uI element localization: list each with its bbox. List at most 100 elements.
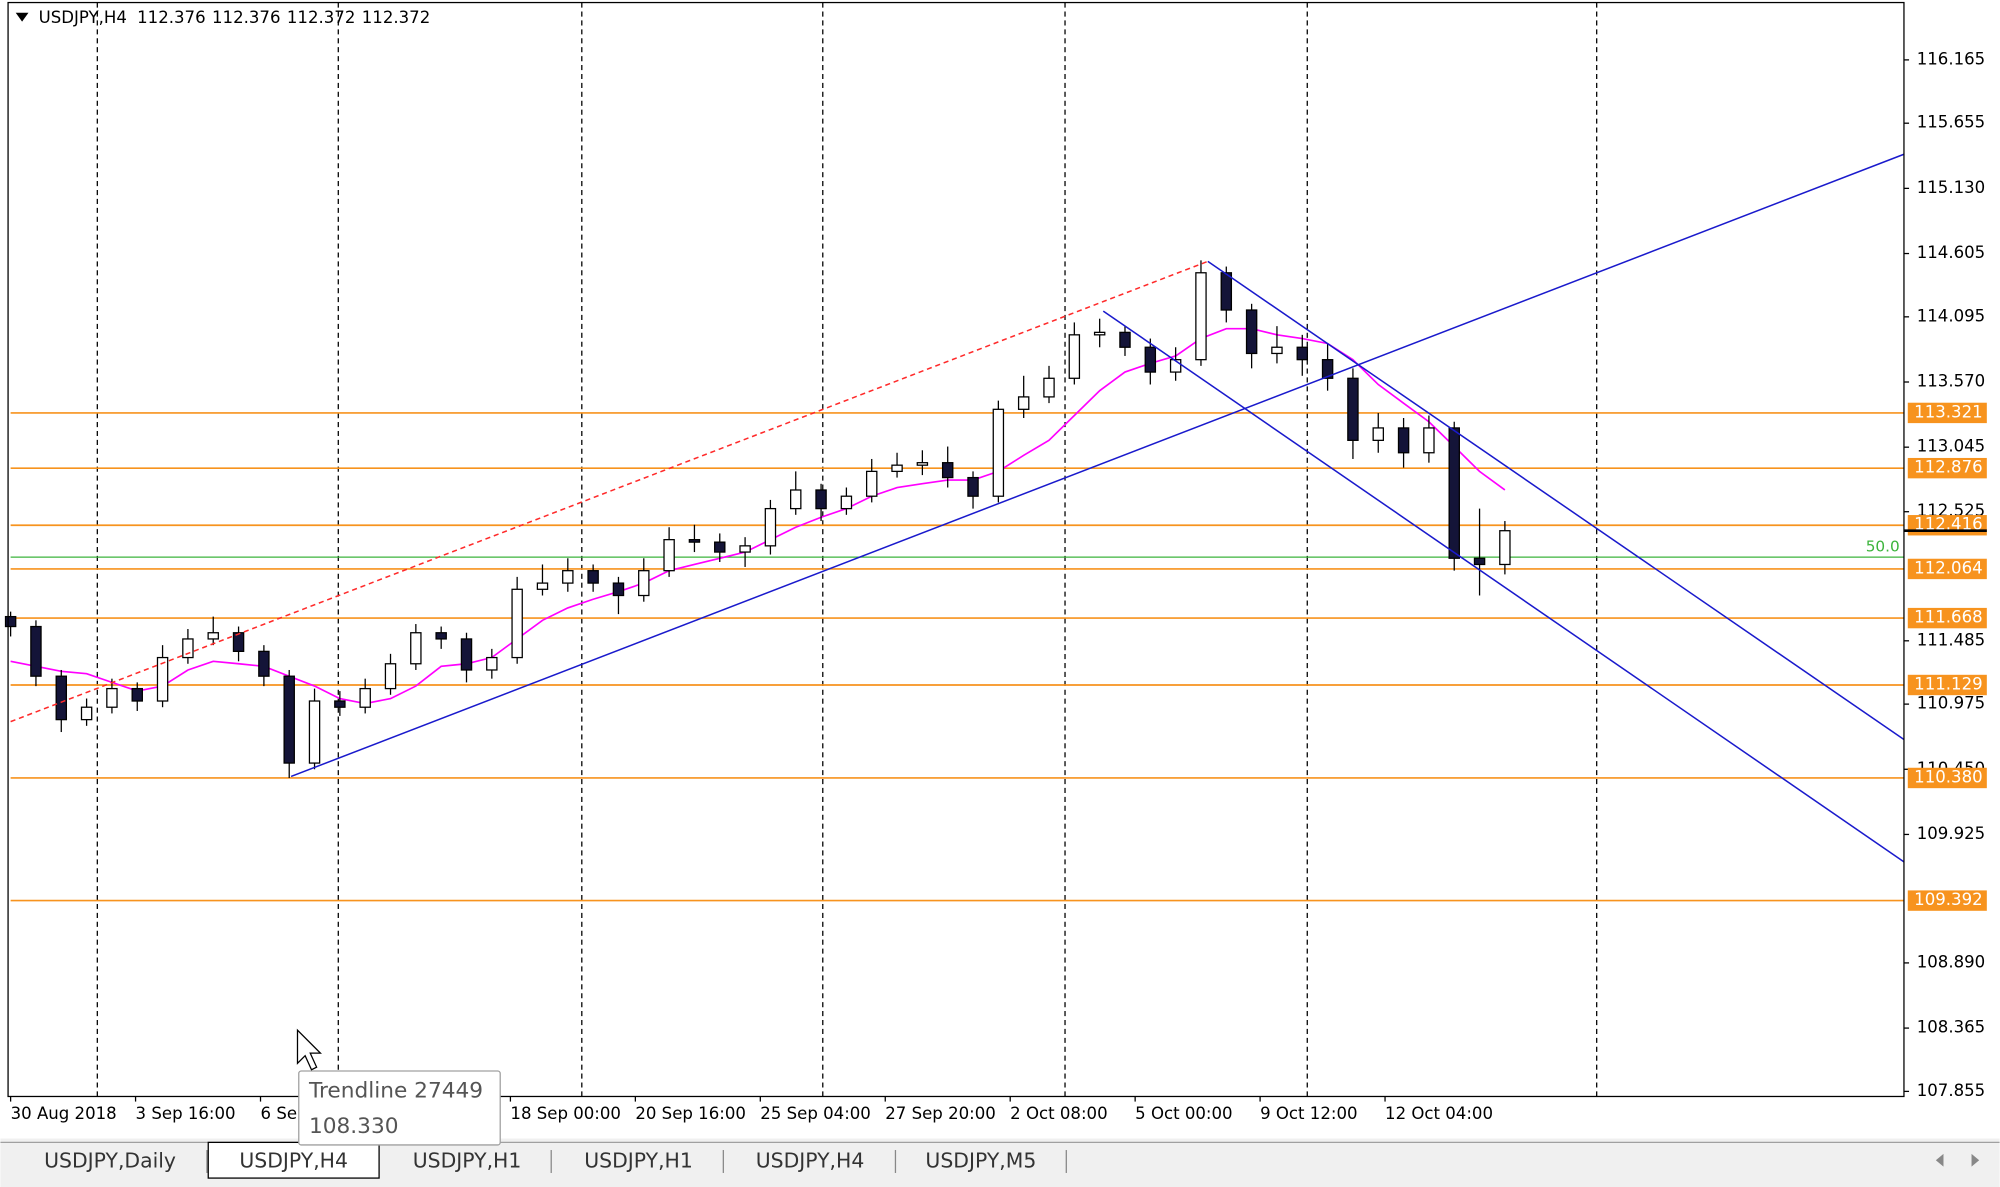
tab-label[interactable]: USDJPY,Daily [44,1149,176,1173]
candle-body [511,588,523,659]
quote-open: 112.376 [137,7,206,26]
candle-body [1296,346,1309,361]
candle-body [1144,346,1157,373]
x-tick-label: 27 Sep 20:00 [885,1104,996,1123]
y-tick-label: 110.975 [1917,694,1985,713]
candle-body [4,615,17,628]
candle-body [1347,377,1359,441]
fib-label: 50.0 [1866,537,1900,555]
x-tick-label: 9 Oct 12:00 [1260,1104,1357,1123]
x-tick-label: 2 Oct 08:00 [1010,1104,1107,1123]
tab-active-bg [207,1141,380,1179]
tab[interactable]: USDJPY,Daily [44,1149,208,1173]
tab[interactable]: USDJPY,M5 [925,1149,1067,1173]
candle-body [1195,272,1207,361]
tab-label[interactable]: USDJPY,H4 [756,1149,865,1173]
candle-body [1068,334,1081,379]
candle-body [916,462,929,466]
candle-body [410,632,422,665]
x-tick-label: 25 Sep 04:00 [760,1104,871,1123]
plot-area [96,2,1598,1097]
candle-body [1321,359,1334,379]
candle-body [739,545,751,553]
tooltip-title: Trendline 27449 [308,1078,483,1103]
symbol: USDJPY,H4 [39,7,127,26]
candle-body [587,570,599,584]
candle-body [308,700,321,764]
trendline[interactable] [290,153,1905,778]
candle-body [55,675,68,721]
candle-body [688,539,701,543]
price-level-box [1907,767,1987,789]
candle-body [106,687,118,708]
symbol-quote: USDJPY,H4 112.376 112.376 112.372 112.372 [39,7,431,26]
tab-bar: USDJPY,Daily USDJPY,H4 USDJPY,H1 USDJPY,H1 U… [0,1138,2000,1187]
candle-body [182,638,194,659]
price-level-label: 112.064 [1914,558,1982,577]
candle-body [1271,346,1283,355]
candle-body [1017,396,1030,410]
price-level-label: 112.876 [1914,458,1982,477]
tab[interactable]: USDJPY,H1 [584,1149,724,1173]
candle-body [612,582,625,597]
channel-lower[interactable] [1102,310,1905,863]
y-tick-label: 115.655 [1917,113,1985,132]
x-tick-label: 12 Oct 04:00 [1385,1104,1493,1123]
y-tick-label: 113.570 [1917,372,1985,391]
tab-label[interactable]: USDJPY,H1 [584,1149,693,1173]
candle-body [486,656,498,671]
x-tick-label: 6 Se [261,1104,298,1123]
candle-body [283,675,295,764]
price-level-label: 109.392 [1914,890,1982,909]
candle-body [1448,427,1460,559]
candle-body [536,582,549,590]
candle-body [1119,331,1131,348]
tab[interactable]: USDJPY,H4 [207,1141,380,1179]
collapse-arrow[interactable] [15,12,29,22]
quote-low: 112.372 [287,7,356,26]
candle-body [1093,331,1106,336]
candle-body [992,408,1005,497]
header: USDJPY,H4 112.376 112.376 112.372 112.372 [15,7,431,26]
x-tick-label: 5 Oct 00:00 [1135,1104,1232,1123]
candle-body [1169,359,1182,373]
tab-label[interactable]: USDJPY,H1 [413,1149,522,1173]
candle-body [1423,427,1435,454]
candle-body [30,625,42,677]
candle-body [663,539,675,572]
candle-body [941,462,954,479]
y-tick-label: 113.045 [1917,437,1985,456]
tab[interactable]: USDJPY,H4 [756,1149,897,1173]
candle-body [460,638,473,671]
candle-body [1397,427,1410,454]
x-tick-label: 18 Sep 00:00 [510,1104,621,1123]
y-tick-label: 115.130 [1917,178,1985,197]
candle-body [207,632,219,640]
candle-body [1220,272,1233,311]
y-tick-label: 114.605 [1917,243,1985,262]
candle-body [790,489,802,510]
price-level-label: 112.416 [1914,515,1982,534]
y-tick-label: 111.485 [1917,630,1985,649]
price-level-label: 111.129 [1914,674,1982,693]
price-level-box [1907,607,1987,629]
price-level-box [1907,674,1987,696]
price-level-box [1907,890,1987,911]
price-level-label: 110.380 [1914,767,1982,786]
y-tick-label: 108.890 [1917,952,1985,971]
tab[interactable]: USDJPY,H1 [413,1149,552,1173]
tooltip: Trendline 27449 108.330 [298,1070,501,1146]
tab-label[interactable]: USDJPY,H4 [239,1149,348,1173]
mouse-cursor [296,1028,322,1071]
candle-body [384,663,397,690]
candle-body [840,495,853,510]
candle-body [232,632,245,652]
quote-close: 112.372 [362,7,431,26]
tooltip-value: 108.330 [309,1114,399,1139]
candle-body [891,464,903,473]
channel-upper[interactable] [1207,260,1905,741]
tab-label[interactable]: USDJPY,M5 [925,1149,1036,1173]
